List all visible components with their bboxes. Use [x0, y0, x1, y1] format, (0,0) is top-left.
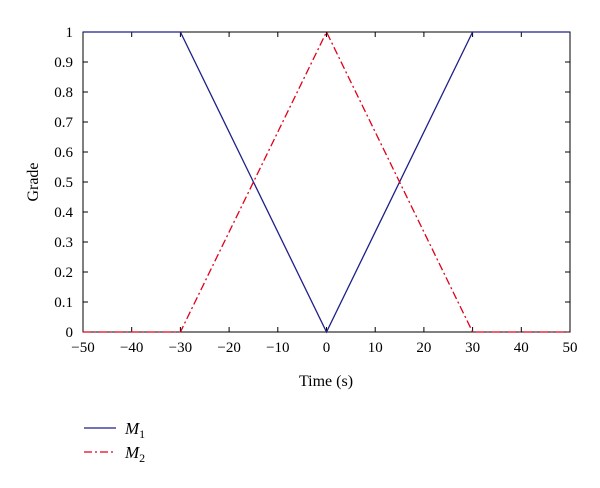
series-layer — [83, 30, 570, 334]
y-tick-label: 0.3 — [54, 235, 73, 251]
y-tick-label: 1 — [66, 25, 74, 41]
legend-label-2: M2 — [124, 443, 145, 465]
y-axis-label: Grade — [25, 162, 42, 201]
x-tick-label: 0 — [323, 340, 331, 356]
x-tick-label: 40 — [514, 340, 529, 356]
y-tick-label: 0.4 — [54, 205, 73, 221]
ticks: −50 −40 −30 −20 −10 0 10 20 30 40 50 0 0.1 0.2 0.3 0.4 0… — [54, 25, 577, 356]
y-tick-label: 0.5 — [54, 175, 73, 191]
series-line-2 — [83, 30, 570, 333]
y-tick-label: 0 — [66, 325, 74, 341]
x-tick-label: −30 — [169, 340, 192, 356]
x-tick-label: −40 — [120, 340, 143, 356]
y-tick-label: 0.7 — [54, 115, 73, 131]
legend-label-1: M1 — [124, 419, 145, 441]
plot-area — [82, 31, 571, 333]
series-line-1 — [83, 31, 570, 334]
x-tick-label: 50 — [563, 340, 578, 356]
x-tick-label: 20 — [416, 340, 431, 356]
x-tick-label: −10 — [266, 340, 289, 356]
y-tick-label: 0.9 — [54, 55, 73, 71]
y-tick-label: 0.8 — [54, 85, 73, 101]
x-axis-label: Time (s) — [299, 373, 353, 390]
x-tick-label: −50 — [71, 340, 94, 356]
y-tick-label: 0.2 — [54, 265, 73, 281]
y-tick-label: 0.1 — [54, 295, 73, 311]
x-tick-label: −20 — [217, 340, 240, 356]
x-tick-label: 30 — [465, 340, 480, 356]
y-tick-label: 0.6 — [54, 145, 73, 161]
x-tick-label: 10 — [368, 340, 383, 356]
